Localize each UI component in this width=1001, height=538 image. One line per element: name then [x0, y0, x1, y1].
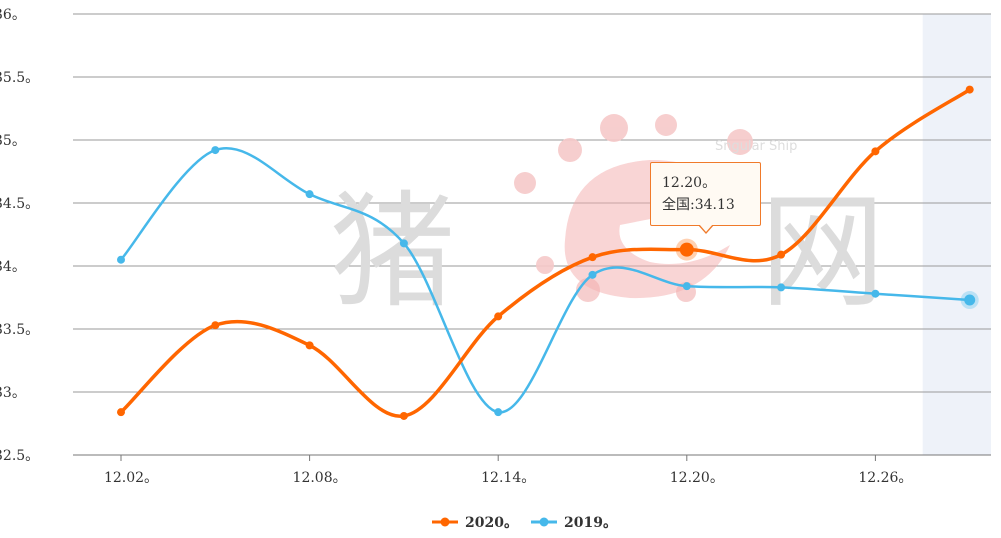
tooltip-date: 12.20。 — [662, 175, 717, 191]
data-point[interactable] — [399, 239, 408, 248]
legend-label: 2020。 — [465, 515, 518, 531]
y-tick-label: 34.5。 — [0, 196, 39, 212]
data-point[interactable] — [964, 294, 976, 306]
data-point[interactable] — [117, 255, 125, 264]
legend-item[interactable]: 2020。 — [432, 515, 518, 531]
x-tick-label: 12.20。 — [670, 470, 724, 486]
data-point[interactable] — [399, 411, 408, 420]
x-tick-label: 12.26。 — [858, 470, 912, 486]
data-point[interactable] — [211, 146, 220, 155]
data-point[interactable] — [777, 283, 786, 292]
data-point[interactable] — [305, 341, 314, 350]
data-point[interactable] — [871, 289, 880, 298]
data-point[interactable] — [682, 282, 691, 291]
y-tick-label: 35。 — [0, 133, 26, 149]
tooltip-value: 全国:34.13 — [662, 197, 735, 213]
legend-label: 2019。 — [564, 515, 617, 531]
y-tick-label: 36。 — [0, 7, 26, 23]
series-line — [119, 87, 972, 418]
series-line — [119, 147, 971, 414]
series-1 — [117, 146, 979, 417]
y-tick-label: 34。 — [0, 259, 26, 275]
x-tick-label: 12.14。 — [481, 470, 535, 486]
legend-swatch-dot — [440, 517, 450, 527]
legend-item[interactable]: 2019。 — [531, 515, 617, 531]
y-tick-label: 35.5。 — [0, 70, 39, 86]
watermark-small-text: Sngular Ship — [715, 139, 797, 154]
data-point[interactable] — [588, 270, 597, 279]
data-point[interactable] — [117, 408, 125, 417]
y-tick-label: 33.5。 — [0, 322, 39, 338]
tooltip: 12.20。 全国:34.13 — [650, 162, 761, 234]
data-point[interactable] — [211, 321, 220, 330]
highlight-band — [922, 14, 991, 455]
data-point[interactable] — [494, 312, 503, 321]
series-0 — [117, 85, 974, 420]
watermark-logo: 猪 网 Sngular Ship — [330, 114, 885, 325]
y-tick-label: 32.5。 — [0, 448, 39, 464]
data-point[interactable] — [777, 250, 786, 259]
y-tick-label: 33。 — [0, 385, 26, 401]
chart-legend[interactable]: 2020。 2019。 — [432, 515, 617, 531]
tooltip-arrow — [698, 224, 714, 234]
data-point[interactable] — [588, 253, 597, 262]
legend-swatch-dot — [539, 517, 549, 527]
x-tick-label: 12.08。 — [293, 470, 347, 486]
data-point[interactable] — [871, 147, 880, 156]
data-point[interactable] — [965, 85, 974, 94]
x-tick-label: 12.02。 — [104, 470, 158, 486]
data-point[interactable] — [305, 190, 314, 199]
data-point[interactable] — [679, 242, 694, 257]
data-point[interactable] — [494, 408, 503, 417]
